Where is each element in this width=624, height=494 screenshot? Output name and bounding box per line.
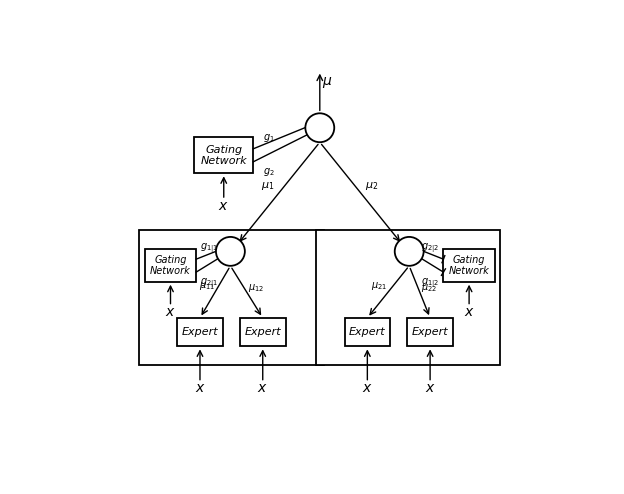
Circle shape [395, 237, 424, 266]
Circle shape [216, 237, 245, 266]
Bar [194, 137, 253, 173]
Bar [145, 249, 196, 282]
Bar [444, 249, 495, 282]
Text: Gating
Network: Gating Network [200, 145, 247, 166]
Text: $g_{2|2}$: $g_{2|2}$ [421, 242, 440, 255]
Bar [139, 230, 324, 366]
Text: $x$: $x$ [362, 380, 373, 395]
Text: $\mu_{22}$: $\mu_{22}$ [421, 282, 437, 294]
Text: $x$: $x$ [165, 305, 176, 319]
Text: $g_1$: $g_1$ [263, 132, 275, 144]
Text: Gating
Network: Gating Network [150, 255, 191, 277]
Text: Gating
Network: Gating Network [449, 255, 489, 277]
Text: Expert: Expert [245, 327, 281, 337]
Bar [407, 318, 453, 346]
Text: $g_{2|1}$: $g_{2|1}$ [200, 276, 218, 289]
Text: $\mu_{11}$: $\mu_{11}$ [200, 280, 216, 292]
Text: $x$: $x$ [218, 199, 229, 213]
Text: Expert: Expert [412, 327, 449, 337]
Text: $x$: $x$ [425, 380, 436, 395]
Text: $x$: $x$ [195, 380, 205, 395]
Circle shape [305, 113, 334, 142]
Bar [177, 318, 223, 346]
Text: Expert: Expert [182, 327, 218, 337]
Text: $g_{1|2}$: $g_{1|2}$ [421, 276, 440, 289]
Text: $\mu$: $\mu$ [322, 75, 333, 89]
Text: $\mu_2$: $\mu_2$ [366, 180, 379, 192]
Text: $x$: $x$ [257, 380, 268, 395]
Bar [240, 318, 286, 346]
Text: $\mu_1$: $\mu_1$ [261, 180, 274, 192]
Bar [344, 318, 390, 346]
Text: Expert: Expert [349, 327, 386, 337]
Text: $\mu_{21}$: $\mu_{21}$ [371, 280, 387, 292]
Text: $\mu_{12}$: $\mu_{12}$ [248, 282, 264, 294]
Text: $g_{1|1}$: $g_{1|1}$ [200, 242, 218, 255]
Text: $g_2$: $g_2$ [263, 166, 275, 178]
Bar [316, 230, 500, 366]
Text: $x$: $x$ [464, 305, 474, 319]
